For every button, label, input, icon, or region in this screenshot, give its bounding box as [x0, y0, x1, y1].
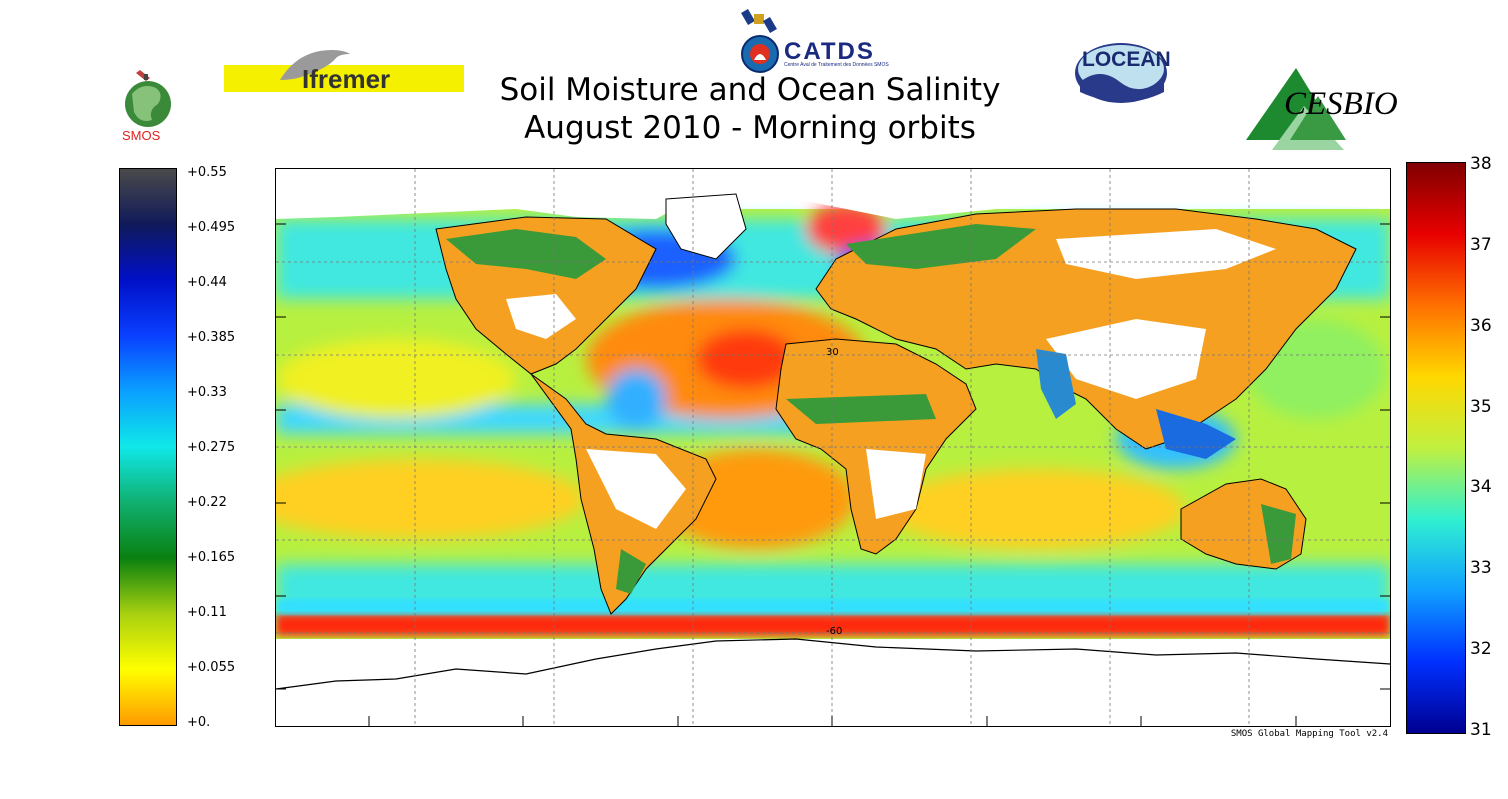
soil-moisture-tick-label: +0.165 [187, 550, 236, 565]
soil-moisture-tick-label: +0.275 [187, 440, 236, 455]
soil-moisture-tick-label: +0.44 [187, 275, 227, 290]
salinity-tick-label: 36 [1470, 315, 1492, 336]
lat-label-30: 30 [826, 347, 839, 358]
ifremer-logo-text: Ifremer [302, 64, 391, 94]
salinity-tick-label: 31 [1470, 720, 1492, 740]
southern-ocean-band [276, 614, 1390, 636]
soil-moisture-tick-label: +0.495 [187, 220, 236, 235]
salinity-colorbar [1406, 162, 1466, 734]
antarctica [276, 639, 1390, 726]
africa [775, 338, 977, 555]
smos-globe-icon [125, 70, 171, 127]
cesbio-logo-text: CESBIO [1284, 86, 1398, 122]
smos-logo-text: SMOS [122, 128, 161, 143]
cesbio-triangle-icon [1246, 68, 1346, 150]
satellite-icon [741, 8, 779, 73]
salinity-tick-label: 35 [1470, 396, 1492, 417]
dolphin-icon [280, 50, 350, 80]
salinity-tick-label: 37 [1470, 234, 1492, 255]
soil-moisture-tick-label: +0.055 [187, 660, 236, 675]
south-america [530, 373, 717, 615]
salinity-tick-label: 38 [1470, 154, 1492, 174]
ifremer-logo: Ifremer [224, 44, 464, 94]
wave-icon [1075, 43, 1167, 103]
catds-logo: CATDS Centre Aval de Traitement des Donn… [738, 4, 918, 76]
eurasia [815, 208, 1357, 459]
cesbio-logo: CESBIO [1244, 66, 1398, 152]
north-america [435, 193, 747, 375]
world-map: 30 -60 [275, 168, 1391, 727]
salinity-tick-label: 34 [1470, 477, 1492, 498]
map-axis-ticks [276, 223, 1390, 726]
soil-moisture-tick-label: +0.22 [187, 495, 227, 510]
soil-moisture-tick-label: +0.11 [187, 605, 227, 620]
locean-logo: LOCEAN [1074, 42, 1171, 104]
map-title-line1: Soil Moisture and Ocean Salinity [499, 72, 1001, 108]
soil-moisture-tick-label: +0. [187, 715, 211, 730]
smos-logo: SMOS [118, 64, 182, 146]
catds-logo-subtitle: Centre Aval de Traitement des Données SM… [784, 62, 889, 68]
salinity-moisture-map: 30 -60 [276, 169, 1390, 726]
locean-logo-text: LOCEAN [1082, 48, 1171, 71]
map-title-line2: August 2010 - Morning orbits [524, 110, 976, 146]
catds-logo-text: CATDS [784, 38, 875, 65]
lat-label-minus60: -60 [826, 626, 842, 637]
salinity-tick-label: 33 [1470, 558, 1492, 579]
salinity-tick-label: 32 [1470, 639, 1492, 660]
soil-moisture-colorbar [119, 168, 177, 726]
soil-moisture-tick-label: +0.385 [187, 330, 236, 345]
soil-moisture-tick-label: +0.33 [187, 385, 227, 400]
mapping-tool-credit: SMOS Global Mapping Tool v2.4 [1230, 729, 1388, 739]
map-graticule [276, 169, 1390, 726]
soil-moisture-tick-label: +0.55 [187, 165, 227, 180]
australia [1180, 478, 1307, 570]
